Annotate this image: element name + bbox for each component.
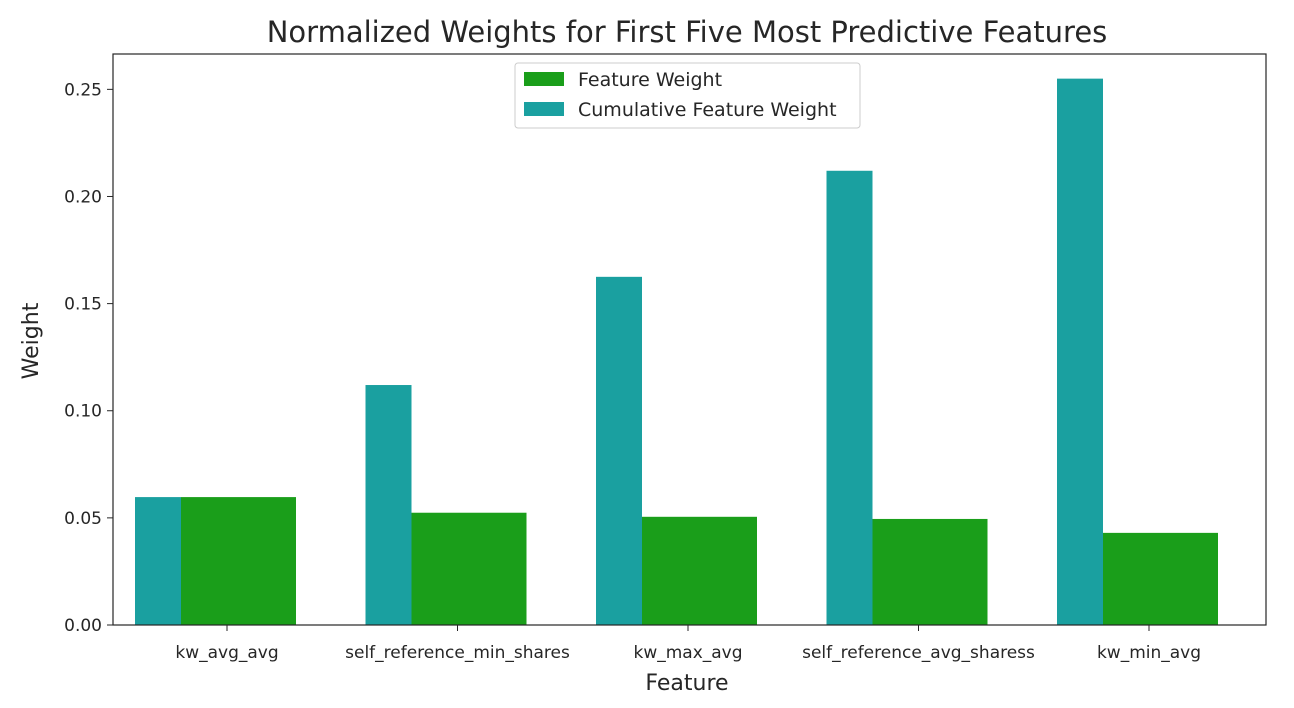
legend: Feature Weight Cumulative Feature Weight <box>514 62 861 129</box>
bar-cumulative-4 <box>1057 78 1103 626</box>
plot-frame <box>112 53 1267 626</box>
bar-cumulative-1 <box>365 385 412 625</box>
bar-cumulative-2 <box>596 276 642 625</box>
y-axis: 0.00 0.05 0.10 0.15 0.20 0.25 <box>64 80 113 636</box>
y-tick-label: 0.25 <box>64 80 102 100</box>
y-tick-label: 0.05 <box>64 509 102 529</box>
y-tick-label: 0.10 <box>64 402 102 422</box>
bar-cumulative-0 <box>135 497 181 625</box>
x-axis-label: Feature <box>645 671 728 696</box>
bars-layer <box>135 78 1218 626</box>
x-tick-label: kw_max_avg <box>633 643 742 663</box>
chart-title: Normalized Weights for First Five Most P… <box>267 15 1108 49</box>
y-tick-label: 0.00 <box>64 616 102 636</box>
bar-feature-weight-4 <box>1103 532 1218 625</box>
x-tick-label: self_reference_avg_sharess <box>802 643 1035 663</box>
y-axis-label: Weight <box>19 302 44 379</box>
y-tick-label: 0.15 <box>64 295 102 315</box>
x-tick-label: kw_min_avg <box>1097 643 1201 663</box>
x-tick-label: self_reference_min_shares <box>345 643 570 663</box>
x-tick-label: kw_avg_avg <box>175 643 278 663</box>
legend-swatch <box>524 102 564 116</box>
y-tick-label: 0.20 <box>64 187 102 207</box>
legend-box <box>514 62 861 129</box>
bar-cumulative-3 <box>826 170 873 625</box>
legend-label: Cumulative Feature Weight <box>578 99 837 121</box>
bar-feature-weight-3 <box>872 518 988 625</box>
legend-swatch <box>524 72 564 86</box>
bar-feature-weight-0 <box>181 497 296 625</box>
bar-feature-weight-1 <box>411 512 527 625</box>
x-axis: kw_avg_avg self_reference_min_shares kw_ma… <box>175 625 1201 663</box>
bar-feature-weight-2 <box>642 516 757 625</box>
legend-label: Feature Weight <box>578 69 722 91</box>
